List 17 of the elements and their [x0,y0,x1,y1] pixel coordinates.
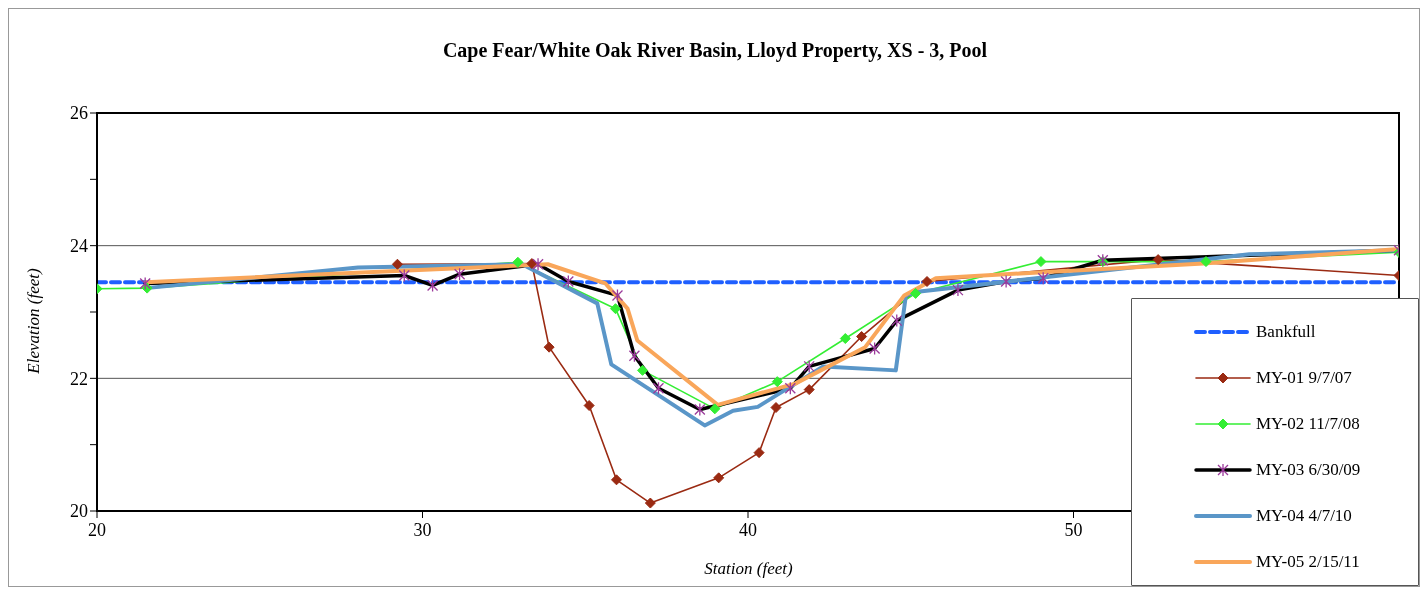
x-tick-label: 40 [739,519,757,540]
y-axis-title: Elevation (feet) [24,267,44,374]
legend-label: MY-05 2/15/11 [1256,552,1360,572]
y-tick-label: 22 [70,368,88,389]
chart-title: Cape Fear/White Oak River Basin, Lloyd Property, XS - 3, Pool [441,39,989,62]
legend-label: Bankfull [1256,322,1316,342]
legend-label: MY-02 11/7/08 [1256,414,1360,434]
x-tick-label: 30 [413,519,432,540]
x-tick-label: 20 [88,519,106,540]
legend-label: MY-01 9/7/07 [1256,368,1352,388]
legend-label: MY-04 4/7/10 [1256,506,1352,526]
legend-label: MY-03 6/30/09 [1256,460,1361,480]
x-tick-label: 50 [1064,519,1083,540]
y-tick-label: 26 [70,103,88,124]
y-tick-label: 20 [70,501,88,522]
y-tick-label: 24 [70,236,88,257]
x-axis-title: Station (feet) [704,559,793,578]
